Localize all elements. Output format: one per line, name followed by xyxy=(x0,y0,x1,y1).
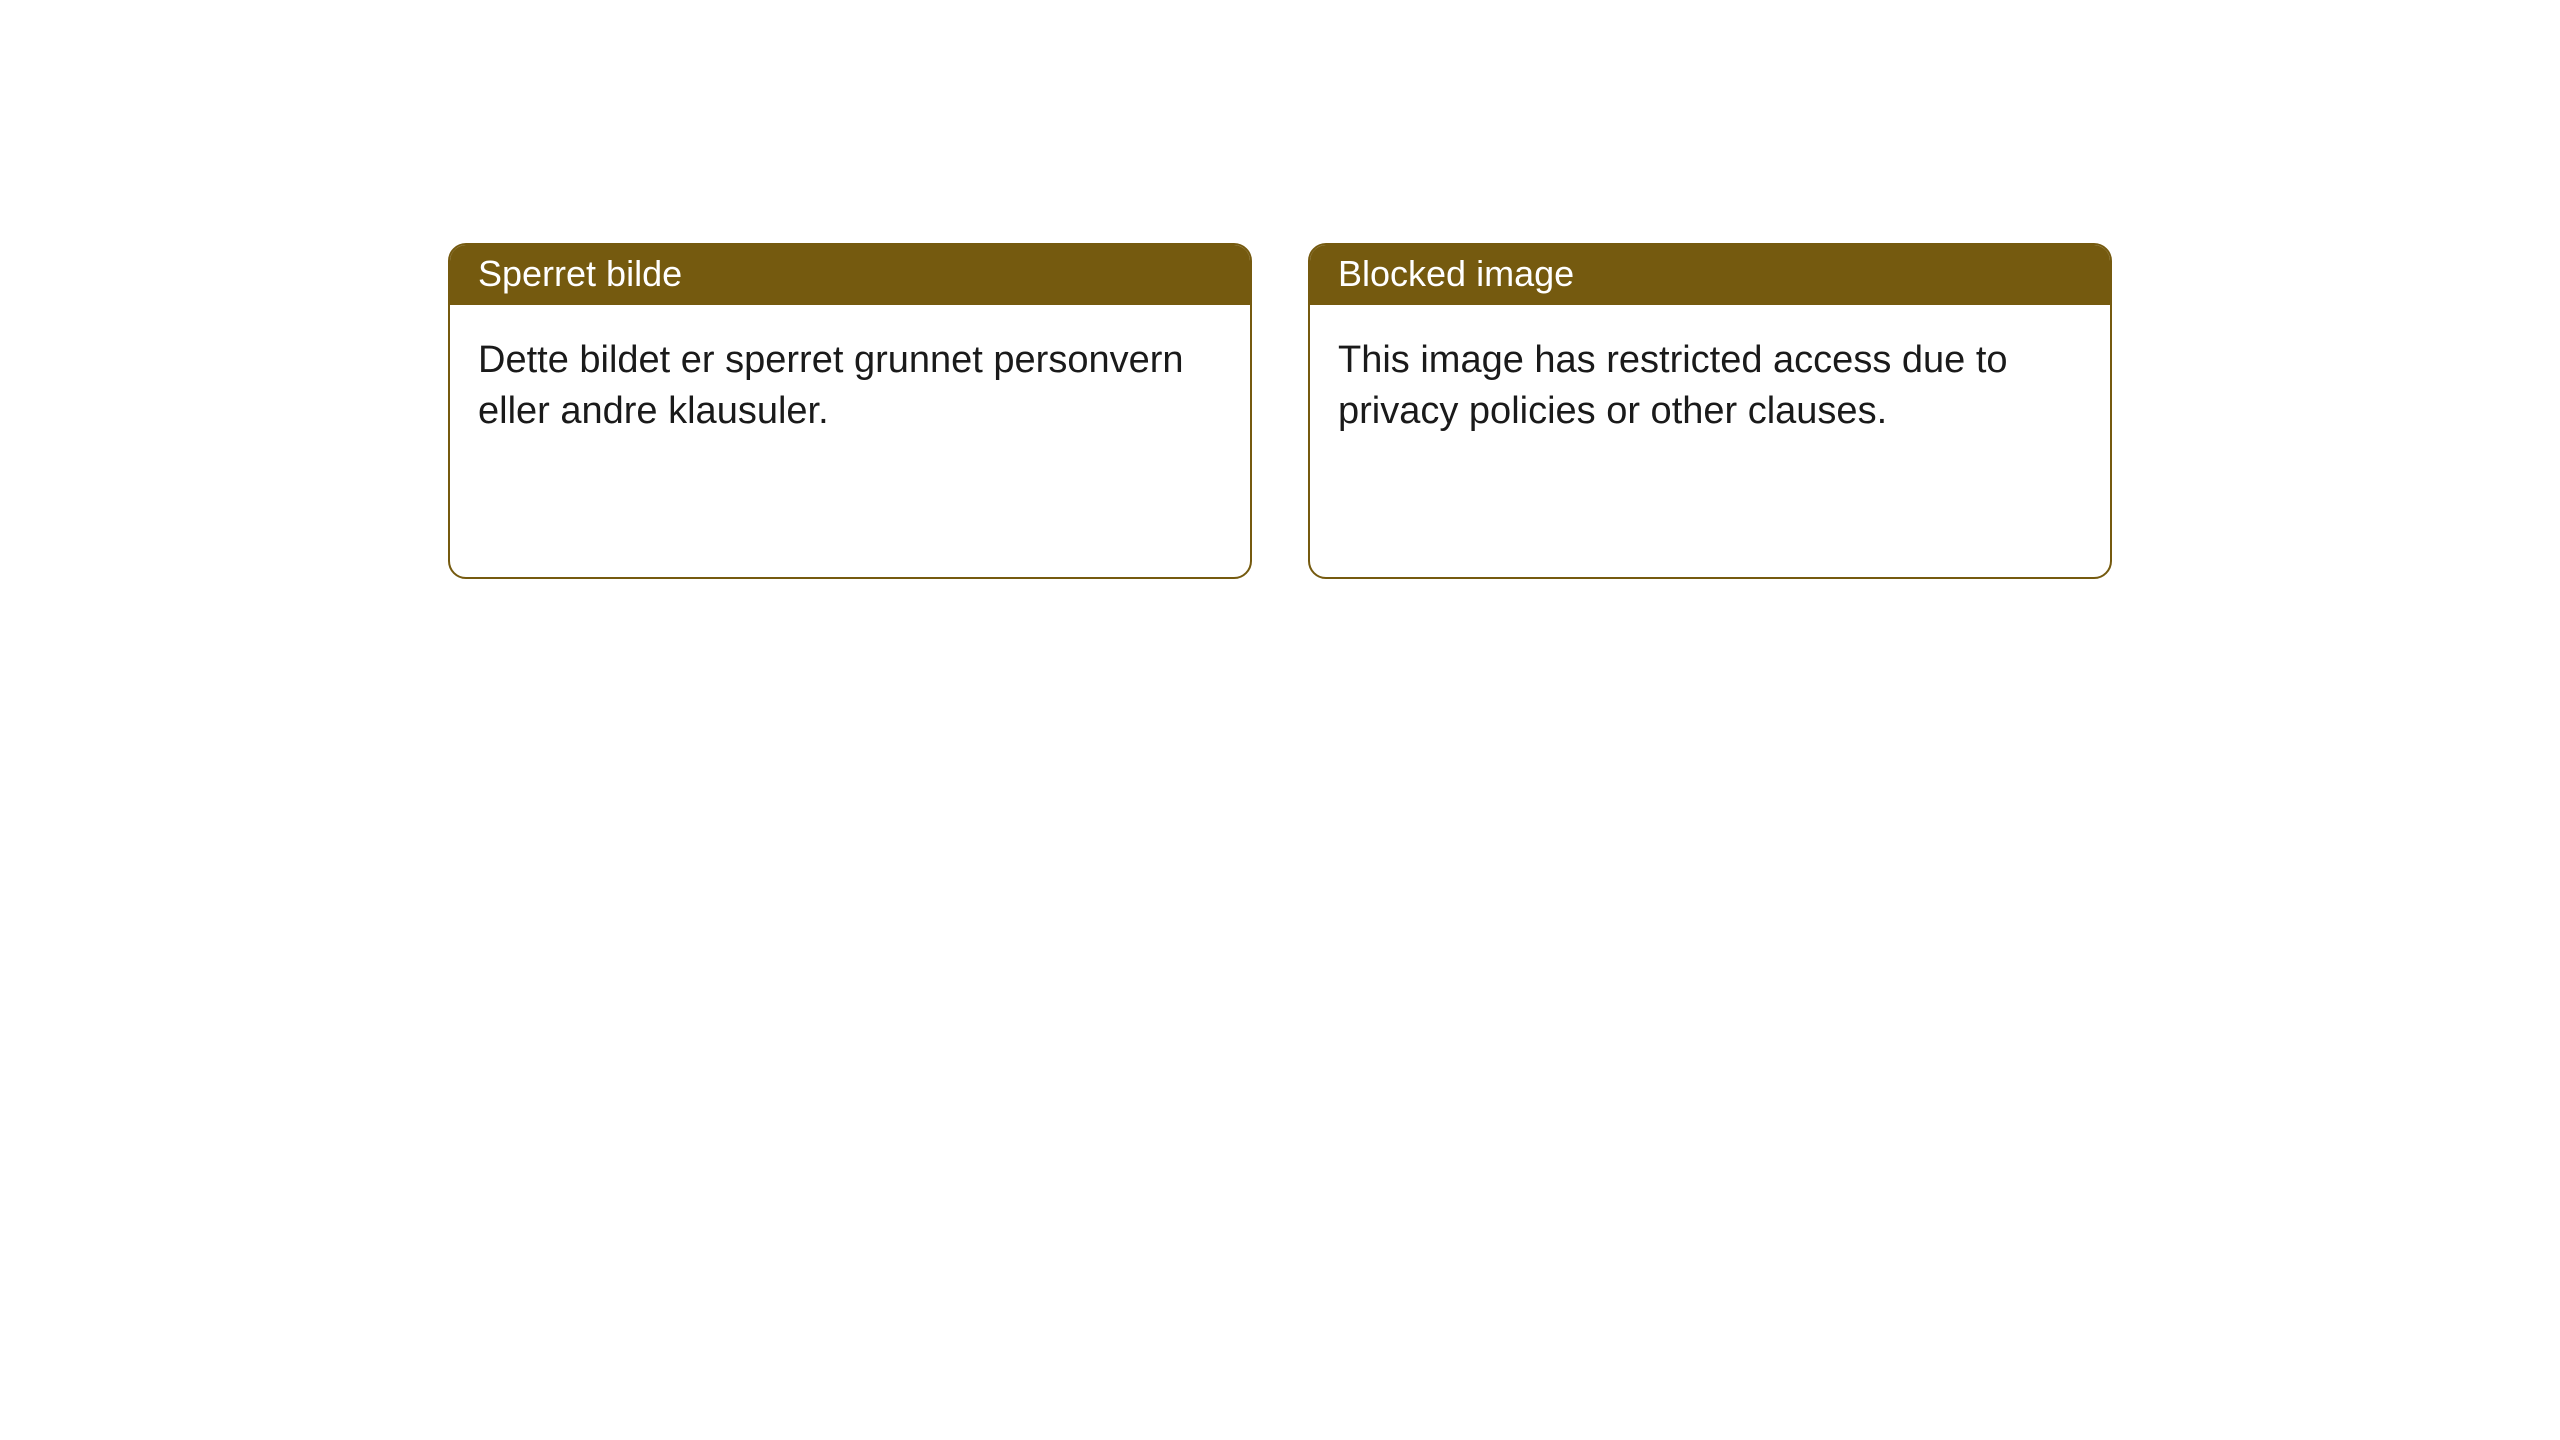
notice-body: This image has restricted access due to … xyxy=(1310,305,2110,468)
notice-card-english: Blocked image This image has restricted … xyxy=(1308,243,2112,579)
notice-body: Dette bildet er sperret grunnet personve… xyxy=(450,305,1250,468)
notice-card-norwegian: Sperret bilde Dette bildet er sperret gr… xyxy=(448,243,1252,579)
notice-container: Sperret bilde Dette bildet er sperret gr… xyxy=(0,0,2560,579)
notice-title: Sperret bilde xyxy=(450,245,1250,305)
notice-title: Blocked image xyxy=(1310,245,2110,305)
